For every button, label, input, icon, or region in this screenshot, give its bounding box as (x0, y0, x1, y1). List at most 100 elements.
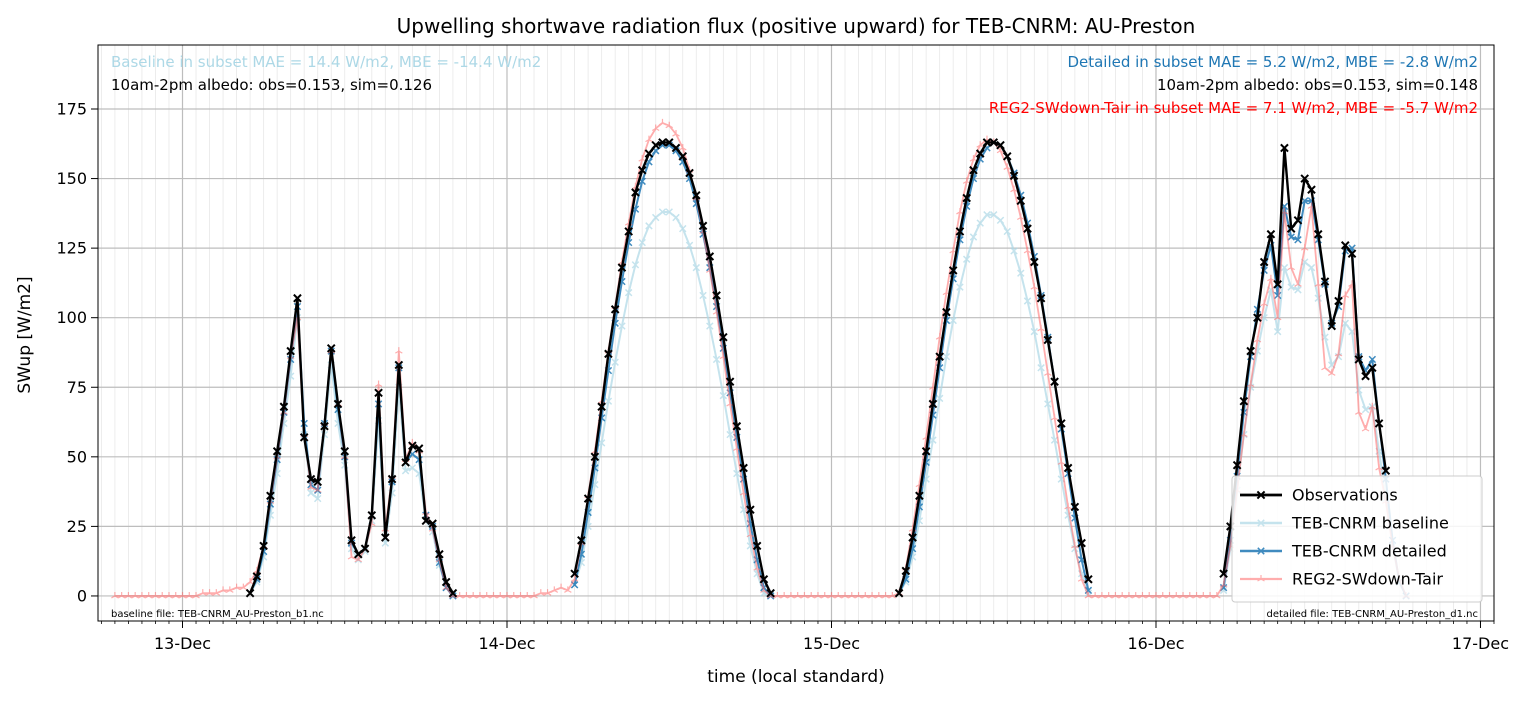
data-point (1361, 425, 1370, 432)
data-point (733, 469, 741, 478)
data-point (117, 591, 126, 599)
data-point (1017, 213, 1025, 221)
data-point (888, 591, 897, 599)
data-point (996, 140, 1005, 150)
data-point (672, 213, 680, 222)
chart-title: Upwelling shortwave radiation flux (posi… (397, 14, 1196, 38)
series-line (1222, 261, 1408, 597)
data-point (624, 288, 633, 297)
data-point (1063, 463, 1073, 473)
data-point (414, 444, 424, 453)
data-point (1334, 296, 1343, 306)
data-point (1300, 244, 1309, 251)
data-point (245, 588, 255, 598)
data-point (1253, 313, 1262, 323)
baseline-file-annotation: baseline file: TEB-CNRM_AU-Preston_b1.nc (111, 609, 324, 620)
data-point (192, 591, 200, 599)
data-point (928, 399, 938, 409)
legend-entry (1240, 490, 1282, 500)
y-tick-label: 50 (67, 447, 87, 466)
data-point (1084, 591, 1093, 599)
data-point (1017, 269, 1025, 277)
data-point (1192, 591, 1201, 599)
data-point (252, 572, 262, 581)
data-point (1381, 466, 1391, 476)
data-point (428, 519, 437, 528)
data-point (875, 591, 883, 599)
legend-marker (1257, 575, 1265, 582)
data-point (712, 291, 721, 300)
data-point (306, 474, 316, 484)
data-point (455, 591, 464, 599)
data-point (1219, 569, 1228, 579)
data-point (691, 190, 701, 200)
data-point (496, 591, 505, 599)
data-point (1321, 363, 1329, 371)
data-point (381, 533, 390, 542)
data-point (307, 489, 315, 497)
data-point (631, 188, 640, 197)
data-point (955, 227, 965, 236)
data-point (665, 208, 673, 216)
data-point (1145, 591, 1154, 599)
data-point (604, 349, 613, 359)
baseline-albedo-annotation: 10am-2pm albedo: obs=0.153, sim=0.126 (111, 76, 432, 94)
data-point (631, 261, 640, 269)
data-point (1287, 263, 1295, 271)
data-point (144, 591, 153, 599)
data-point (645, 135, 653, 143)
data-point (780, 591, 788, 599)
plot-frame (97, 44, 1495, 622)
data-point (347, 553, 356, 560)
data-point (868, 591, 876, 599)
data-point (1314, 280, 1323, 287)
legend-marker (1257, 547, 1265, 555)
data-point (530, 591, 538, 599)
data-point (1064, 502, 1072, 510)
data-point (685, 241, 694, 250)
data-point (185, 591, 194, 599)
data-point (1030, 283, 1039, 290)
legend-entry (1240, 547, 1282, 555)
data-point (645, 222, 653, 230)
data-point (894, 588, 904, 598)
data-point (570, 575, 579, 582)
x-tick-label: 15-Dec (803, 634, 860, 653)
data-point (421, 516, 431, 526)
y-axis-label: SWup [W/m2] (15, 276, 35, 393)
data-point (401, 467, 410, 475)
data-point (982, 138, 992, 147)
data-point (597, 402, 606, 412)
data-point (212, 589, 221, 596)
data-point (226, 586, 234, 593)
data-point (1158, 591, 1167, 599)
data-point (739, 489, 748, 496)
data-point (124, 591, 133, 599)
data-point (326, 343, 336, 353)
data-point (962, 255, 971, 263)
data-point (861, 591, 870, 599)
legend-marker (1256, 490, 1266, 500)
data-point (1023, 224, 1032, 233)
data-point (990, 211, 998, 219)
data-point (1077, 538, 1086, 548)
data-point (820, 591, 829, 599)
data-point (543, 589, 552, 596)
data-point (847, 591, 856, 599)
data-point (353, 549, 363, 559)
data-point (1287, 233, 1295, 241)
data-point (989, 138, 999, 147)
series-layer (111, 118, 1410, 600)
data-point (1313, 229, 1323, 239)
data-point (644, 149, 654, 158)
data-point (354, 555, 363, 563)
data-point (1273, 313, 1282, 321)
data-point (462, 591, 471, 599)
y-tick-label: 75 (67, 378, 87, 397)
data-point (1098, 591, 1106, 599)
data-point (1213, 591, 1221, 599)
data-point (1320, 277, 1330, 286)
data-point (1030, 327, 1039, 336)
data-point (929, 436, 937, 444)
data-point (658, 138, 667, 147)
